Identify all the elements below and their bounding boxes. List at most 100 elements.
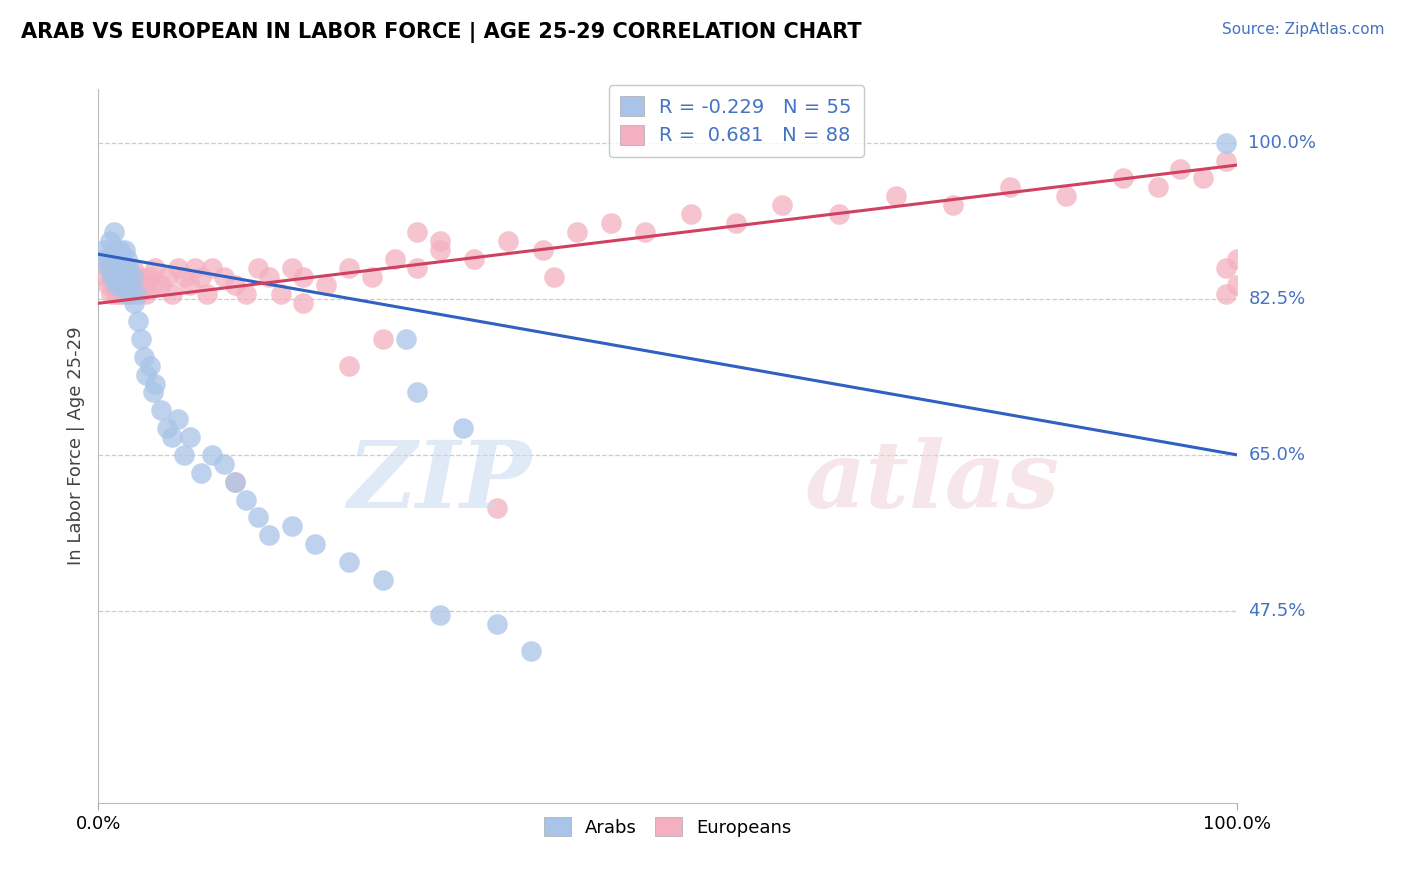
Point xyxy=(429,243,451,257)
Point xyxy=(132,278,155,293)
Point xyxy=(108,269,131,284)
Point xyxy=(1226,278,1249,293)
Point xyxy=(128,287,150,301)
Point xyxy=(1054,189,1078,203)
Point xyxy=(463,252,485,266)
Point xyxy=(998,180,1021,194)
Point xyxy=(246,260,269,275)
Point xyxy=(96,269,118,284)
Point xyxy=(145,376,167,391)
Text: ZIP: ZIP xyxy=(347,437,531,526)
Point xyxy=(337,555,360,569)
Point xyxy=(337,260,360,275)
Point xyxy=(195,287,218,301)
Text: Source: ZipAtlas.com: Source: ZipAtlas.com xyxy=(1222,22,1385,37)
Point xyxy=(543,269,565,284)
Point xyxy=(292,269,315,284)
Point xyxy=(162,287,184,301)
Point xyxy=(429,608,451,623)
Point xyxy=(117,287,139,301)
Point xyxy=(486,617,509,632)
Point xyxy=(1170,162,1192,177)
Legend: Arabs, Europeans: Arabs, Europeans xyxy=(537,810,799,844)
Point xyxy=(1215,287,1237,301)
Point xyxy=(384,252,406,266)
Point xyxy=(110,269,132,284)
Point xyxy=(111,278,134,293)
Point xyxy=(679,207,702,221)
Point xyxy=(96,252,118,266)
Point xyxy=(142,385,165,400)
Point xyxy=(135,287,157,301)
Point xyxy=(100,287,122,301)
Point xyxy=(103,225,125,239)
Point xyxy=(281,519,304,533)
Point xyxy=(120,287,142,301)
Point xyxy=(110,278,132,293)
Point xyxy=(600,216,623,230)
Point xyxy=(107,278,129,293)
Point xyxy=(281,260,304,275)
Point xyxy=(135,368,157,382)
Point xyxy=(1112,171,1135,186)
Point xyxy=(167,260,190,275)
Point xyxy=(429,234,451,248)
Point xyxy=(162,430,184,444)
Point xyxy=(105,269,128,284)
Point xyxy=(93,252,115,266)
Point xyxy=(121,260,143,275)
Point xyxy=(725,216,748,230)
Point xyxy=(565,225,588,239)
Point xyxy=(127,278,149,293)
Point xyxy=(103,278,125,293)
Text: atlas: atlas xyxy=(804,437,1060,526)
Point xyxy=(884,189,907,203)
Point xyxy=(108,260,131,275)
Text: 82.5%: 82.5% xyxy=(1249,290,1306,308)
Point xyxy=(118,260,141,275)
Point xyxy=(179,430,201,444)
Point xyxy=(270,287,292,301)
Point xyxy=(104,287,127,301)
Point xyxy=(125,287,148,301)
Point xyxy=(520,644,543,658)
Point xyxy=(120,278,142,293)
Point xyxy=(531,243,554,257)
Point xyxy=(104,243,127,257)
Point xyxy=(142,278,165,293)
Point xyxy=(173,448,195,462)
Point xyxy=(1215,260,1237,275)
Point xyxy=(259,269,281,284)
Point xyxy=(201,260,224,275)
Point xyxy=(942,198,965,212)
Point xyxy=(1215,153,1237,168)
Point xyxy=(138,359,160,373)
Point xyxy=(105,252,128,266)
Point xyxy=(93,243,115,257)
Point xyxy=(122,296,145,310)
Point xyxy=(115,260,138,275)
Point xyxy=(96,278,118,293)
Point xyxy=(98,260,121,275)
Point xyxy=(246,510,269,524)
Point xyxy=(395,332,418,346)
Point xyxy=(212,269,235,284)
Point xyxy=(108,287,131,301)
Point xyxy=(107,260,129,275)
Point xyxy=(145,260,167,275)
Point xyxy=(111,260,134,275)
Point xyxy=(104,278,127,293)
Point xyxy=(150,278,173,293)
Point xyxy=(1146,180,1168,194)
Point xyxy=(129,332,152,346)
Point xyxy=(1192,171,1215,186)
Point xyxy=(127,314,149,328)
Point xyxy=(371,573,394,587)
Text: 47.5%: 47.5% xyxy=(1249,602,1306,620)
Point xyxy=(121,269,143,284)
Point xyxy=(101,269,124,284)
Point xyxy=(190,466,212,480)
Point xyxy=(108,243,131,257)
Point xyxy=(103,260,125,275)
Text: ARAB VS EUROPEAN IN LABOR FORCE | AGE 25-29 CORRELATION CHART: ARAB VS EUROPEAN IN LABOR FORCE | AGE 25… xyxy=(21,22,862,44)
